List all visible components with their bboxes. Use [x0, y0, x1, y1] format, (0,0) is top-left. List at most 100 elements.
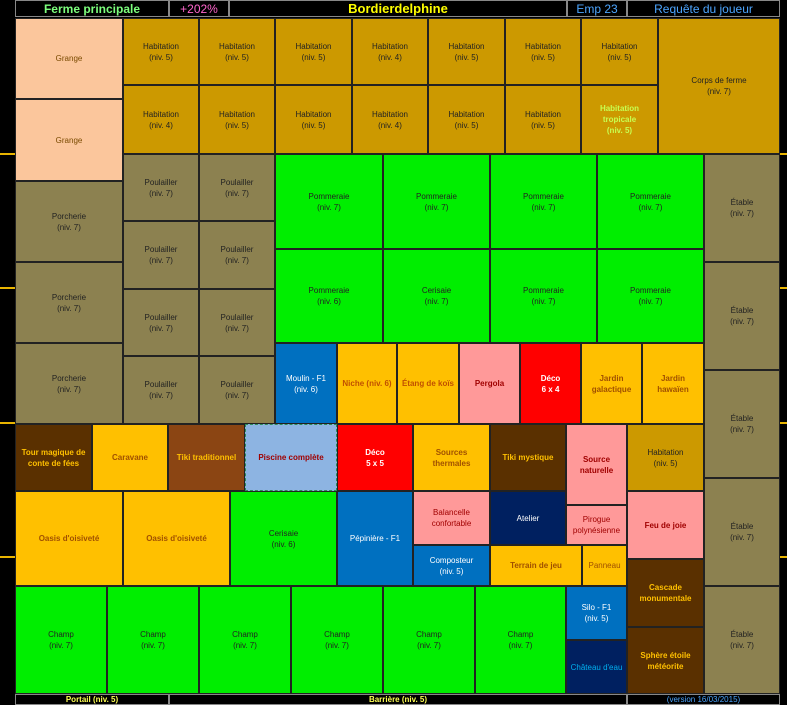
- farm-cell[interactable]: Sources thermales: [413, 424, 490, 491]
- farm-cell[interactable]: Cerisaie (niv. 7): [383, 249, 490, 343]
- farm-cell[interactable]: Habitation (niv. 4): [352, 18, 428, 85]
- farm-cell[interactable]: Habitation (niv. 5): [275, 85, 352, 154]
- farm-cell[interactable]: Habitation (niv. 5): [428, 18, 505, 85]
- cell-label: Porcherie (niv. 7): [51, 373, 87, 394]
- farm-cell[interactable]: Silo - F1 (niv. 5): [566, 586, 627, 640]
- farm-cell[interactable]: Champ (niv. 7): [383, 586, 475, 694]
- right-edge-marker: [780, 153, 787, 155]
- cell-label: Déco 5 x 5: [365, 447, 385, 468]
- farm-cell[interactable]: Étable (niv. 7): [704, 370, 780, 478]
- farm-cell[interactable]: Champ (niv. 7): [15, 586, 107, 694]
- farm-cell[interactable]: Caravane: [92, 424, 168, 491]
- cell-label: Pommeraie (niv. 6): [308, 286, 350, 306]
- farm-cell[interactable]: Feu de joie: [627, 491, 704, 559]
- cell-label: Tiki traditionnel: [176, 453, 237, 462]
- right-edge-marker: [780, 287, 787, 289]
- cell-label: Pirogue polynésienne: [572, 515, 621, 535]
- farm-cell[interactable]: Pommeraie (niv. 7): [275, 154, 383, 249]
- farm-cell[interactable]: Château d'eau: [566, 640, 627, 694]
- farm-cell[interactable]: Étang de koïs: [397, 343, 459, 424]
- farm-cell[interactable]: Oasis d'oisiveté: [15, 491, 123, 586]
- farm-cell[interactable]: Pommeraie (niv. 7): [597, 249, 704, 343]
- farm-cell[interactable]: Pirogue polynésienne: [566, 505, 627, 545]
- player-request-button[interactable]: Requête du joueur: [627, 0, 780, 17]
- farm-cell[interactable]: Habitation (niv. 5): [199, 85, 275, 154]
- farm-cell[interactable]: Déco 6 x 4: [520, 343, 581, 424]
- farm-cell[interactable]: Champ (niv. 7): [291, 586, 383, 694]
- farm-cell[interactable]: Poulailler (niv. 7): [199, 356, 275, 424]
- farm-cell[interactable]: Moulin - F1 (niv. 6): [275, 343, 337, 424]
- farm-cell[interactable]: Pommeraie (niv. 7): [490, 249, 597, 343]
- cell-label: Champ (niv. 7): [140, 630, 166, 650]
- farm-cell[interactable]: Tour magique de conte de fées: [15, 424, 92, 491]
- farm-cell[interactable]: Grange: [15, 18, 123, 99]
- farm-cell[interactable]: Poulailler (niv. 7): [199, 221, 275, 289]
- farm-cell[interactable]: Étable (niv. 7): [704, 586, 780, 694]
- farm-cell[interactable]: Sphère étoile météorite: [627, 627, 704, 694]
- farm-cell[interactable]: Pergola: [459, 343, 520, 424]
- farm-cell[interactable]: Jardin hawaïen: [642, 343, 704, 424]
- cell-label: Caravane: [111, 453, 149, 462]
- farm-cell[interactable]: Tiki mystique: [490, 424, 566, 491]
- farm-cell[interactable]: Habitation (niv. 5): [199, 18, 275, 85]
- cell-label: Étable (niv. 7): [730, 522, 754, 542]
- cell-label: Habitation (niv. 5): [601, 41, 638, 62]
- farm-cell[interactable]: Porcherie (niv. 7): [15, 262, 123, 343]
- farm-cell[interactable]: Oasis d'oisiveté: [123, 491, 230, 586]
- farm-cell[interactable]: Cerisaie (niv. 6): [230, 491, 337, 586]
- farm-cell[interactable]: Composteur (niv. 5): [413, 545, 490, 586]
- farm-cell[interactable]: Poulailler (niv. 7): [199, 289, 275, 356]
- farm-cell[interactable]: Source naturelle: [566, 424, 627, 505]
- farm-cell[interactable]: Panneau: [582, 545, 627, 586]
- farm-cell[interactable]: Porcherie (niv. 7): [15, 343, 123, 424]
- farm-cell[interactable]: Poulailler (niv. 7): [123, 289, 199, 356]
- farm-cell[interactable]: Étable (niv. 7): [704, 262, 780, 370]
- farm-cell[interactable]: Étable (niv. 7): [704, 154, 780, 262]
- farm-cell[interactable]: Cascade monumentale: [627, 559, 704, 627]
- cell-label: Oasis d'oisiveté: [146, 534, 207, 543]
- farm-cell[interactable]: Habitation (niv. 5): [581, 18, 658, 85]
- farm-cell[interactable]: Balancelle confortable: [413, 491, 490, 545]
- farm-cell[interactable]: Terrain de jeu: [490, 545, 582, 586]
- farm-cell[interactable]: Pommeraie (niv. 7): [490, 154, 597, 249]
- farm-cell[interactable]: Pommeraie (niv. 7): [597, 154, 704, 249]
- farm-cell[interactable]: Niche (niv. 6): [337, 343, 397, 424]
- farm-cell[interactable]: Champ (niv. 7): [199, 586, 291, 694]
- farm-cell[interactable]: Habitation (niv. 5): [428, 85, 505, 154]
- farm-cell[interactable]: Habitation (niv. 4): [123, 85, 199, 154]
- farm-cell[interactable]: Habitation (niv. 5): [275, 18, 352, 85]
- farm-cell[interactable]: Poulailler (niv. 7): [123, 154, 199, 221]
- cell-label: Composteur (niv. 5): [429, 555, 474, 576]
- farm-cell[interactable]: Champ (niv. 7): [475, 586, 566, 694]
- cell-label: Grange: [55, 135, 83, 145]
- farm-cell[interactable]: Champ (niv. 7): [107, 586, 199, 694]
- farm-cell[interactable]: Pépinière - F1: [337, 491, 413, 586]
- cell-label: Poulailler (niv. 7): [144, 177, 178, 198]
- farm-cell[interactable]: Jardin galactique: [581, 343, 642, 424]
- farm-cell[interactable]: Habitation (niv. 5): [627, 424, 704, 491]
- farm-cell[interactable]: Grange: [15, 99, 123, 181]
- farm-cell[interactable]: Pommeraie (niv. 7): [383, 154, 490, 249]
- farm-cell[interactable]: Déco 5 x 5: [337, 424, 413, 491]
- barrier-label: Barrière (niv. 5): [169, 694, 627, 705]
- farm-cell[interactable]: Pommeraie (niv. 6): [275, 249, 383, 343]
- left-edge-marker: [0, 287, 15, 289]
- farm-cell[interactable]: Poulailler (niv. 7): [123, 221, 199, 289]
- farm-cell[interactable]: Poulailler (niv. 7): [199, 154, 275, 221]
- farm-cell[interactable]: Étable (niv. 7): [704, 478, 780, 586]
- cell-label: Panneau: [588, 561, 621, 570]
- cell-label: Balancelle confortable: [431, 508, 472, 528]
- farm-cell[interactable]: Habitation (niv. 5): [505, 85, 581, 154]
- farm-cell[interactable]: Atelier: [490, 491, 566, 545]
- left-edge-marker: [0, 422, 15, 424]
- farm-cell[interactable]: Piscine complète: [245, 424, 337, 491]
- cell-label: Étang de koïs: [401, 379, 454, 388]
- farm-cell[interactable]: Habitation (niv. 5): [505, 18, 581, 85]
- farm-cell[interactable]: Corps de ferme (niv. 7): [658, 18, 780, 154]
- farm-cell[interactable]: Porcherie (niv. 7): [15, 181, 123, 262]
- farm-cell[interactable]: Tiki traditionnel: [168, 424, 245, 491]
- farm-cell[interactable]: Poulailler (niv. 7): [123, 356, 199, 424]
- farm-cell[interactable]: Habitation (niv. 4): [352, 85, 428, 154]
- farm-cell[interactable]: Habitation (niv. 5): [123, 18, 199, 85]
- farm-cell[interactable]: Habitation tropicale (niv. 5): [581, 85, 658, 154]
